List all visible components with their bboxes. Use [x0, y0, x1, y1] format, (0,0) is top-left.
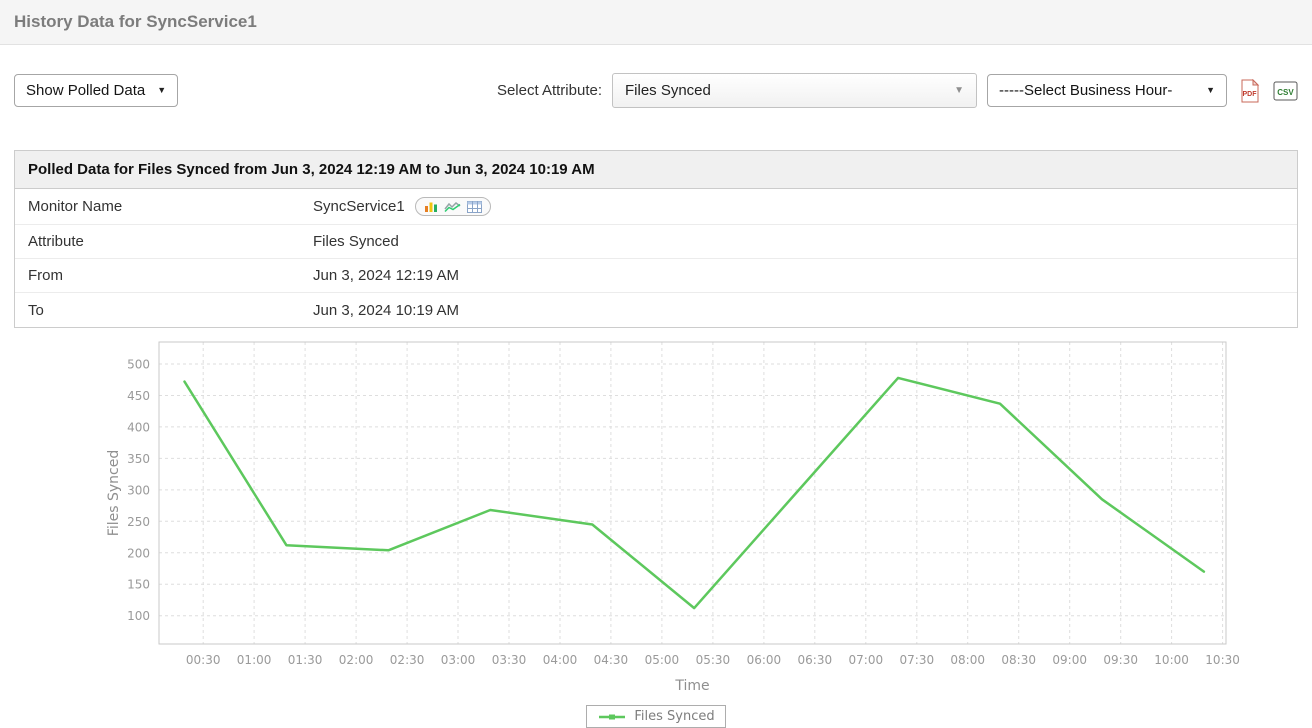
polled-data-table: Polled Data for Files Synced from Jun 3,…: [14, 150, 1298, 328]
chart-area: 00:30 01:00 01:30 02:00 02:30 03:00 03:30 04:00…: [14, 332, 1298, 728]
svg-text:CSV: CSV: [1277, 88, 1294, 97]
svg-text:400: 400: [127, 420, 150, 434]
svg-text:Files Synced: Files Synced: [106, 450, 122, 536]
table-row: Attribute Files Synced: [15, 225, 1297, 259]
svg-text:05:30: 05:30: [696, 653, 731, 667]
monitor-name-value: SyncService1: [313, 198, 405, 215]
svg-text:01:30: 01:30: [288, 653, 323, 667]
page-title: History Data for SyncService1: [14, 12, 257, 31]
table-header: Polled Data for Files Synced from Jun 3,…: [15, 151, 1297, 189]
toolbar-right: Select Attribute: Files Synced ▼ -----Se…: [497, 73, 1298, 108]
svg-text:09:00: 09:00: [1052, 653, 1087, 667]
svg-text:07:00: 07:00: [849, 653, 884, 667]
svg-text:09:30: 09:30: [1103, 653, 1138, 667]
row-label: To: [28, 301, 44, 319]
export-pdf-icon[interactable]: PDF: [1239, 78, 1261, 103]
chevron-down-icon: ▼: [157, 85, 167, 95]
svg-text:Time: Time: [674, 678, 709, 694]
toolbar: Show Polled Data ▼ Select Attribute: Fil…: [0, 73, 1312, 108]
chevron-down-icon: ▼: [954, 84, 964, 96]
row-value: Jun 3, 2024 10:19 AM: [313, 301, 459, 319]
bar-chart-icon[interactable]: [424, 200, 438, 213]
svg-text:06:30: 06:30: [798, 653, 833, 667]
data-mode-select-value: Show Polled Data: [26, 82, 146, 99]
legend-label: Files Synced: [634, 709, 715, 724]
table-row: To Jun 3, 2024 10:19 AM: [15, 293, 1297, 327]
svg-text:03:30: 03:30: [492, 653, 527, 667]
svg-text:350: 350: [127, 452, 150, 466]
svg-text:04:00: 04:00: [543, 653, 578, 667]
svg-text:00:30: 00:30: [186, 653, 221, 667]
line-chart-icon[interactable]: [444, 200, 461, 213]
svg-text:300: 300: [127, 483, 150, 497]
table-row: From Jun 3, 2024 12:19 AM: [15, 259, 1297, 293]
svg-text:10:00: 10:00: [1154, 653, 1189, 667]
svg-text:01:00: 01:00: [237, 653, 272, 667]
row-label: From: [28, 267, 63, 284]
export-csv-icon[interactable]: CSV: [1273, 81, 1298, 101]
svg-text:02:00: 02:00: [339, 653, 374, 667]
svg-text:06:00: 06:00: [747, 653, 782, 667]
svg-text:10:30: 10:30: [1205, 653, 1240, 667]
business-hour-select[interactable]: -----Select Business Hour- ▼: [987, 74, 1227, 107]
svg-text:450: 450: [127, 389, 150, 403]
svg-text:07:30: 07:30: [900, 653, 935, 667]
row-value: Jun 3, 2024 12:19 AM: [313, 267, 459, 284]
chart-view-toggle[interactable]: [414, 197, 491, 216]
svg-text:03:00: 03:00: [441, 653, 476, 667]
svg-text:250: 250: [127, 515, 150, 529]
legend-line-icon: [599, 714, 626, 719]
svg-text:08:00: 08:00: [950, 653, 985, 667]
row-value: SyncService1: [313, 197, 491, 216]
svg-text:04:30: 04:30: [594, 653, 629, 667]
chart-legend: Files Synced: [14, 705, 1298, 728]
row-value: Files Synced: [313, 233, 399, 250]
row-label: Attribute: [28, 233, 84, 250]
table-view-icon[interactable]: [466, 200, 482, 213]
svg-text:200: 200: [127, 546, 150, 560]
svg-text:08:30: 08:30: [1001, 653, 1036, 667]
data-mode-select[interactable]: Show Polled Data ▼: [14, 74, 179, 107]
svg-text:150: 150: [127, 578, 150, 592]
svg-text:PDF: PDF: [1243, 91, 1258, 98]
history-line-chart: 00:30 01:00 01:30 02:00 02:30 03:00 03:30 04:00…: [106, 341, 1240, 694]
attribute-select[interactable]: Files Synced ▼: [612, 73, 977, 108]
select-attribute-label: Select Attribute:: [496, 82, 602, 99]
attribute-select-value: Files Synced: [625, 82, 711, 99]
svg-text:100: 100: [127, 609, 150, 623]
row-label: Monitor Name: [28, 198, 123, 215]
page-header: History Data for SyncService1: [0, 0, 1312, 45]
svg-text:500: 500: [127, 358, 150, 372]
business-hour-select-value: -----Select Business Hour-: [999, 82, 1173, 99]
svg-text:02:30: 02:30: [390, 653, 425, 667]
svg-text:05:00: 05:00: [645, 653, 680, 667]
chevron-down-icon: ▼: [1206, 85, 1215, 95]
legend-item: Files Synced: [586, 705, 726, 728]
table-row: Monitor Name SyncService1: [15, 189, 1297, 225]
